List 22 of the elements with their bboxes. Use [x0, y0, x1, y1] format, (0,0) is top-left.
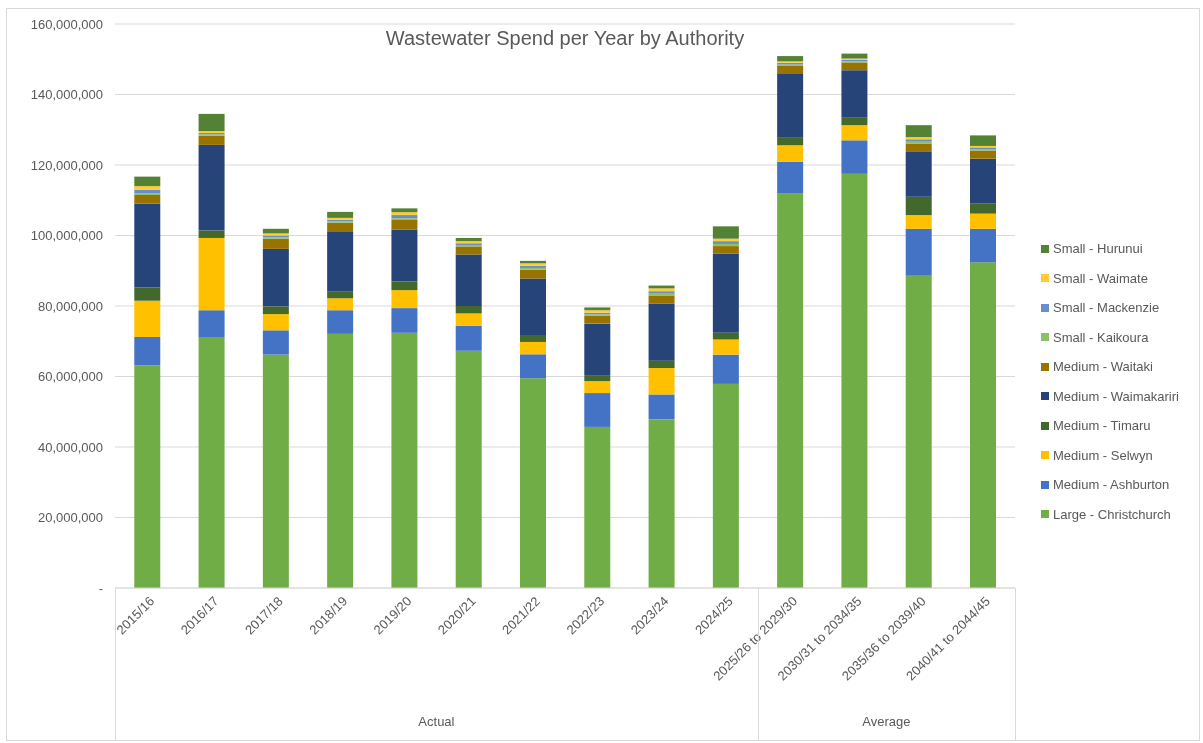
legend-label: Medium - Waitaki [1053, 359, 1153, 375]
text: Actual [417, 714, 456, 729]
y-tick-label: 160,000,000 [30, 16, 103, 32]
legend-label: Small - Waimate [1053, 270, 1148, 286]
legend-label: Medium - Selwyn [1053, 447, 1153, 463]
y-tick-label: 100,000,000 [30, 228, 103, 244]
y-tick-label: 40,000,000 [37, 439, 103, 455]
legend-label: Large - Christchurch [1053, 506, 1171, 522]
legend-label: Medium - Ashburton [1053, 477, 1170, 493]
text: Average [861, 714, 912, 729]
legend-label: Medium - Timaru [1053, 418, 1151, 434]
y-tick-label: 140,000,000 [30, 87, 103, 103]
y-tick-label: - [98, 580, 103, 596]
legend-label: Small - Kaikoura [1053, 329, 1149, 345]
y-tick-label: 80,000,000 [37, 298, 103, 314]
legend-label: Medium - Waimakariri [1053, 388, 1179, 404]
legend-label: Small - Hurunui [1053, 241, 1143, 257]
y-tick-label: 20,000,000 [37, 510, 103, 526]
y-tick-label: 120,000,000 [30, 157, 103, 173]
chart-title: Wastewater Spend per Year by Authority [384, 27, 746, 50]
legend-label: Small - Mackenzie [1053, 300, 1160, 316]
y-tick-label: 60,000,000 [37, 369, 103, 385]
